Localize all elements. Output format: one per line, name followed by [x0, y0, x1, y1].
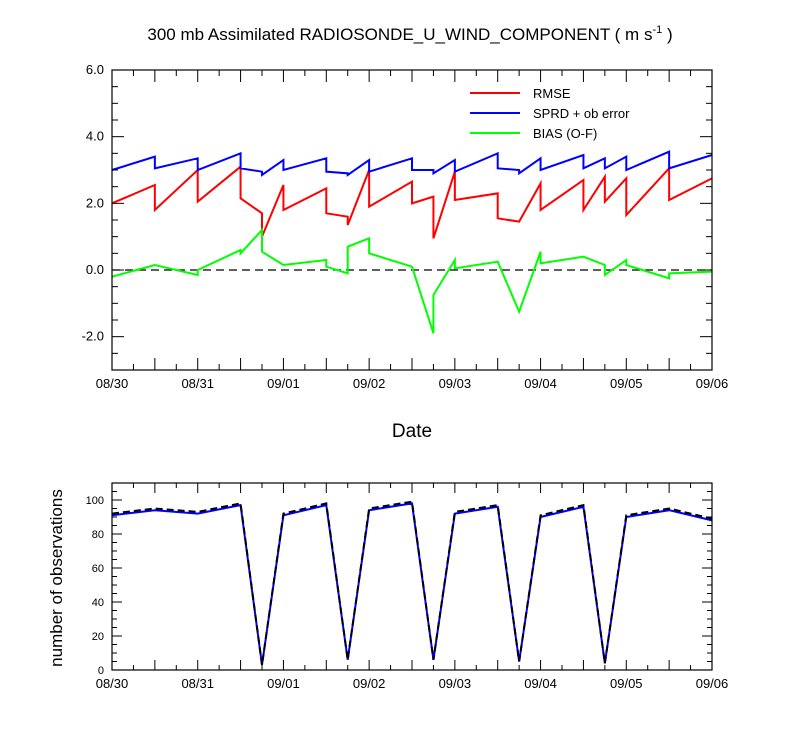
series-line-rmse	[111, 164, 713, 239]
top-x-tick-label: 09/04	[524, 376, 557, 391]
top-series-group	[111, 150, 713, 334]
top-y-axis: -2.0 0.0 2.0 4.0 6.0	[82, 62, 712, 371]
top-x-tick-label: 09/01	[267, 376, 300, 391]
top-x-tick-label: 09/02	[353, 376, 386, 391]
bot-x-tick-label: 09/06	[696, 676, 729, 691]
chart-title-main: 300 mb Assimilated RADIOSONDE_U_WIND_COM…	[147, 25, 652, 44]
series-line-assimilated	[111, 502, 713, 666]
top-y-tick-label: -2.0	[82, 329, 104, 344]
top-y-tick-label: 4.0	[86, 129, 104, 144]
series-line-bias-o-f	[111, 227, 713, 334]
bottom-x-axis: 08/30 08/31 09/01 09/02 09/03 09/04 09/05 09/06	[96, 483, 729, 691]
bot-x-tick-label: 09/05	[610, 676, 643, 691]
bot-y-tick-label: 60	[92, 563, 104, 575]
legend-label-bias-o-f: BIAS (O-F)	[533, 126, 597, 141]
bot-x-tick-label: 08/31	[181, 676, 214, 691]
bot-y-tick-label: 100	[86, 495, 104, 507]
bot-y-tick-label: 0	[98, 665, 104, 677]
series-line-possible	[111, 500, 713, 666]
bottom-series-group	[111, 500, 713, 666]
y-axis-title: number of observations	[47, 489, 66, 667]
top-y-tick-label: 6.0	[86, 62, 104, 77]
top-y-tick-label: 0.0	[86, 262, 104, 277]
bot-x-tick-label: 09/01	[267, 676, 300, 691]
top-chart: 300 mb Assimilated RADIOSONDE_U_WIND_COM…	[82, 24, 729, 442]
top-y-tick-label: 2.0	[86, 195, 104, 210]
bot-x-tick-label: 09/04	[524, 676, 557, 691]
chart-title-superscript: -1	[652, 24, 662, 36]
chart-title: 300 mb Assimilated RADIOSONDE_U_WIND_COM…	[147, 24, 672, 44]
top-x-tick-label: 08/31	[181, 376, 214, 391]
x-axis-title: Date	[392, 421, 432, 442]
top-x-tick-label: 09/05	[610, 376, 643, 391]
legend-label-sprd-ob-error: SPRD + ob error	[533, 106, 630, 121]
top-x-axis: 08/30 08/31 09/01 09/02 09/03 09/04 09/05 09/06	[96, 70, 729, 391]
series-line-sprd-ob-error	[111, 150, 713, 177]
bot-y-tick-label: 20	[92, 631, 104, 643]
bot-y-tick-label: 80	[92, 529, 104, 541]
legend-label-rmse: RMSE	[533, 86, 571, 101]
bot-x-tick-label: 09/02	[353, 676, 386, 691]
bot-x-tick-label: 08/30	[96, 676, 129, 691]
top-x-tick-label: 09/03	[439, 376, 472, 391]
bottom-chart: 0 20 40 60 80 100 08/30 08/31 09/01 09/02 09/03 09…	[47, 482, 729, 691]
legend: RMSE SPRD + ob error BIAS (O-F)	[470, 86, 630, 141]
bot-x-tick-label: 09/03	[439, 676, 472, 691]
top-x-tick-label: 09/06	[696, 376, 729, 391]
bot-y-tick-label: 40	[92, 597, 104, 609]
chart-title-end: )	[662, 25, 672, 44]
top-x-tick-label: 08/30	[96, 376, 129, 391]
bottom-y-axis: 0 20 40 60 80 100	[86, 482, 712, 677]
